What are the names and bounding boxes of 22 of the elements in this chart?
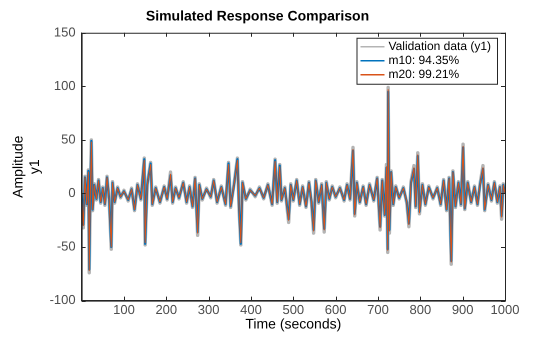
y-tick-label: -50	[56, 238, 76, 254]
x-tick-label: 600	[324, 302, 346, 317]
y-axis-title: Amplitude y1	[9, 135, 42, 198]
x-tick-label: 100	[113, 302, 135, 317]
legend-label: Validation data (y1)	[388, 39, 492, 54]
x-tick-label: 800	[409, 302, 432, 317]
y-tick-label: 50	[61, 132, 76, 146]
x-tick-label: 900	[452, 302, 474, 317]
y-tick-label: 0	[68, 185, 76, 200]
x-tick-label: 300	[198, 302, 220, 317]
x-tick-label: 400	[240, 302, 262, 317]
legend-label: m20: 99.21%	[388, 67, 460, 82]
x-tick-label: 200	[155, 302, 178, 317]
y-tick-label: 150	[54, 24, 76, 40]
y-tick-label: 100	[54, 78, 76, 93]
x-axis-title: Time (seconds)	[245, 315, 342, 332]
x-tick-label: 1000	[490, 302, 520, 317]
x-tick-label: 700	[367, 302, 389, 317]
chart-title: Simulated Response Comparison	[146, 7, 370, 24]
y-tick-label: -100	[50, 292, 76, 308]
legend-label: m10: 94.35%	[388, 53, 460, 68]
x-tick-label: 500	[282, 302, 304, 317]
